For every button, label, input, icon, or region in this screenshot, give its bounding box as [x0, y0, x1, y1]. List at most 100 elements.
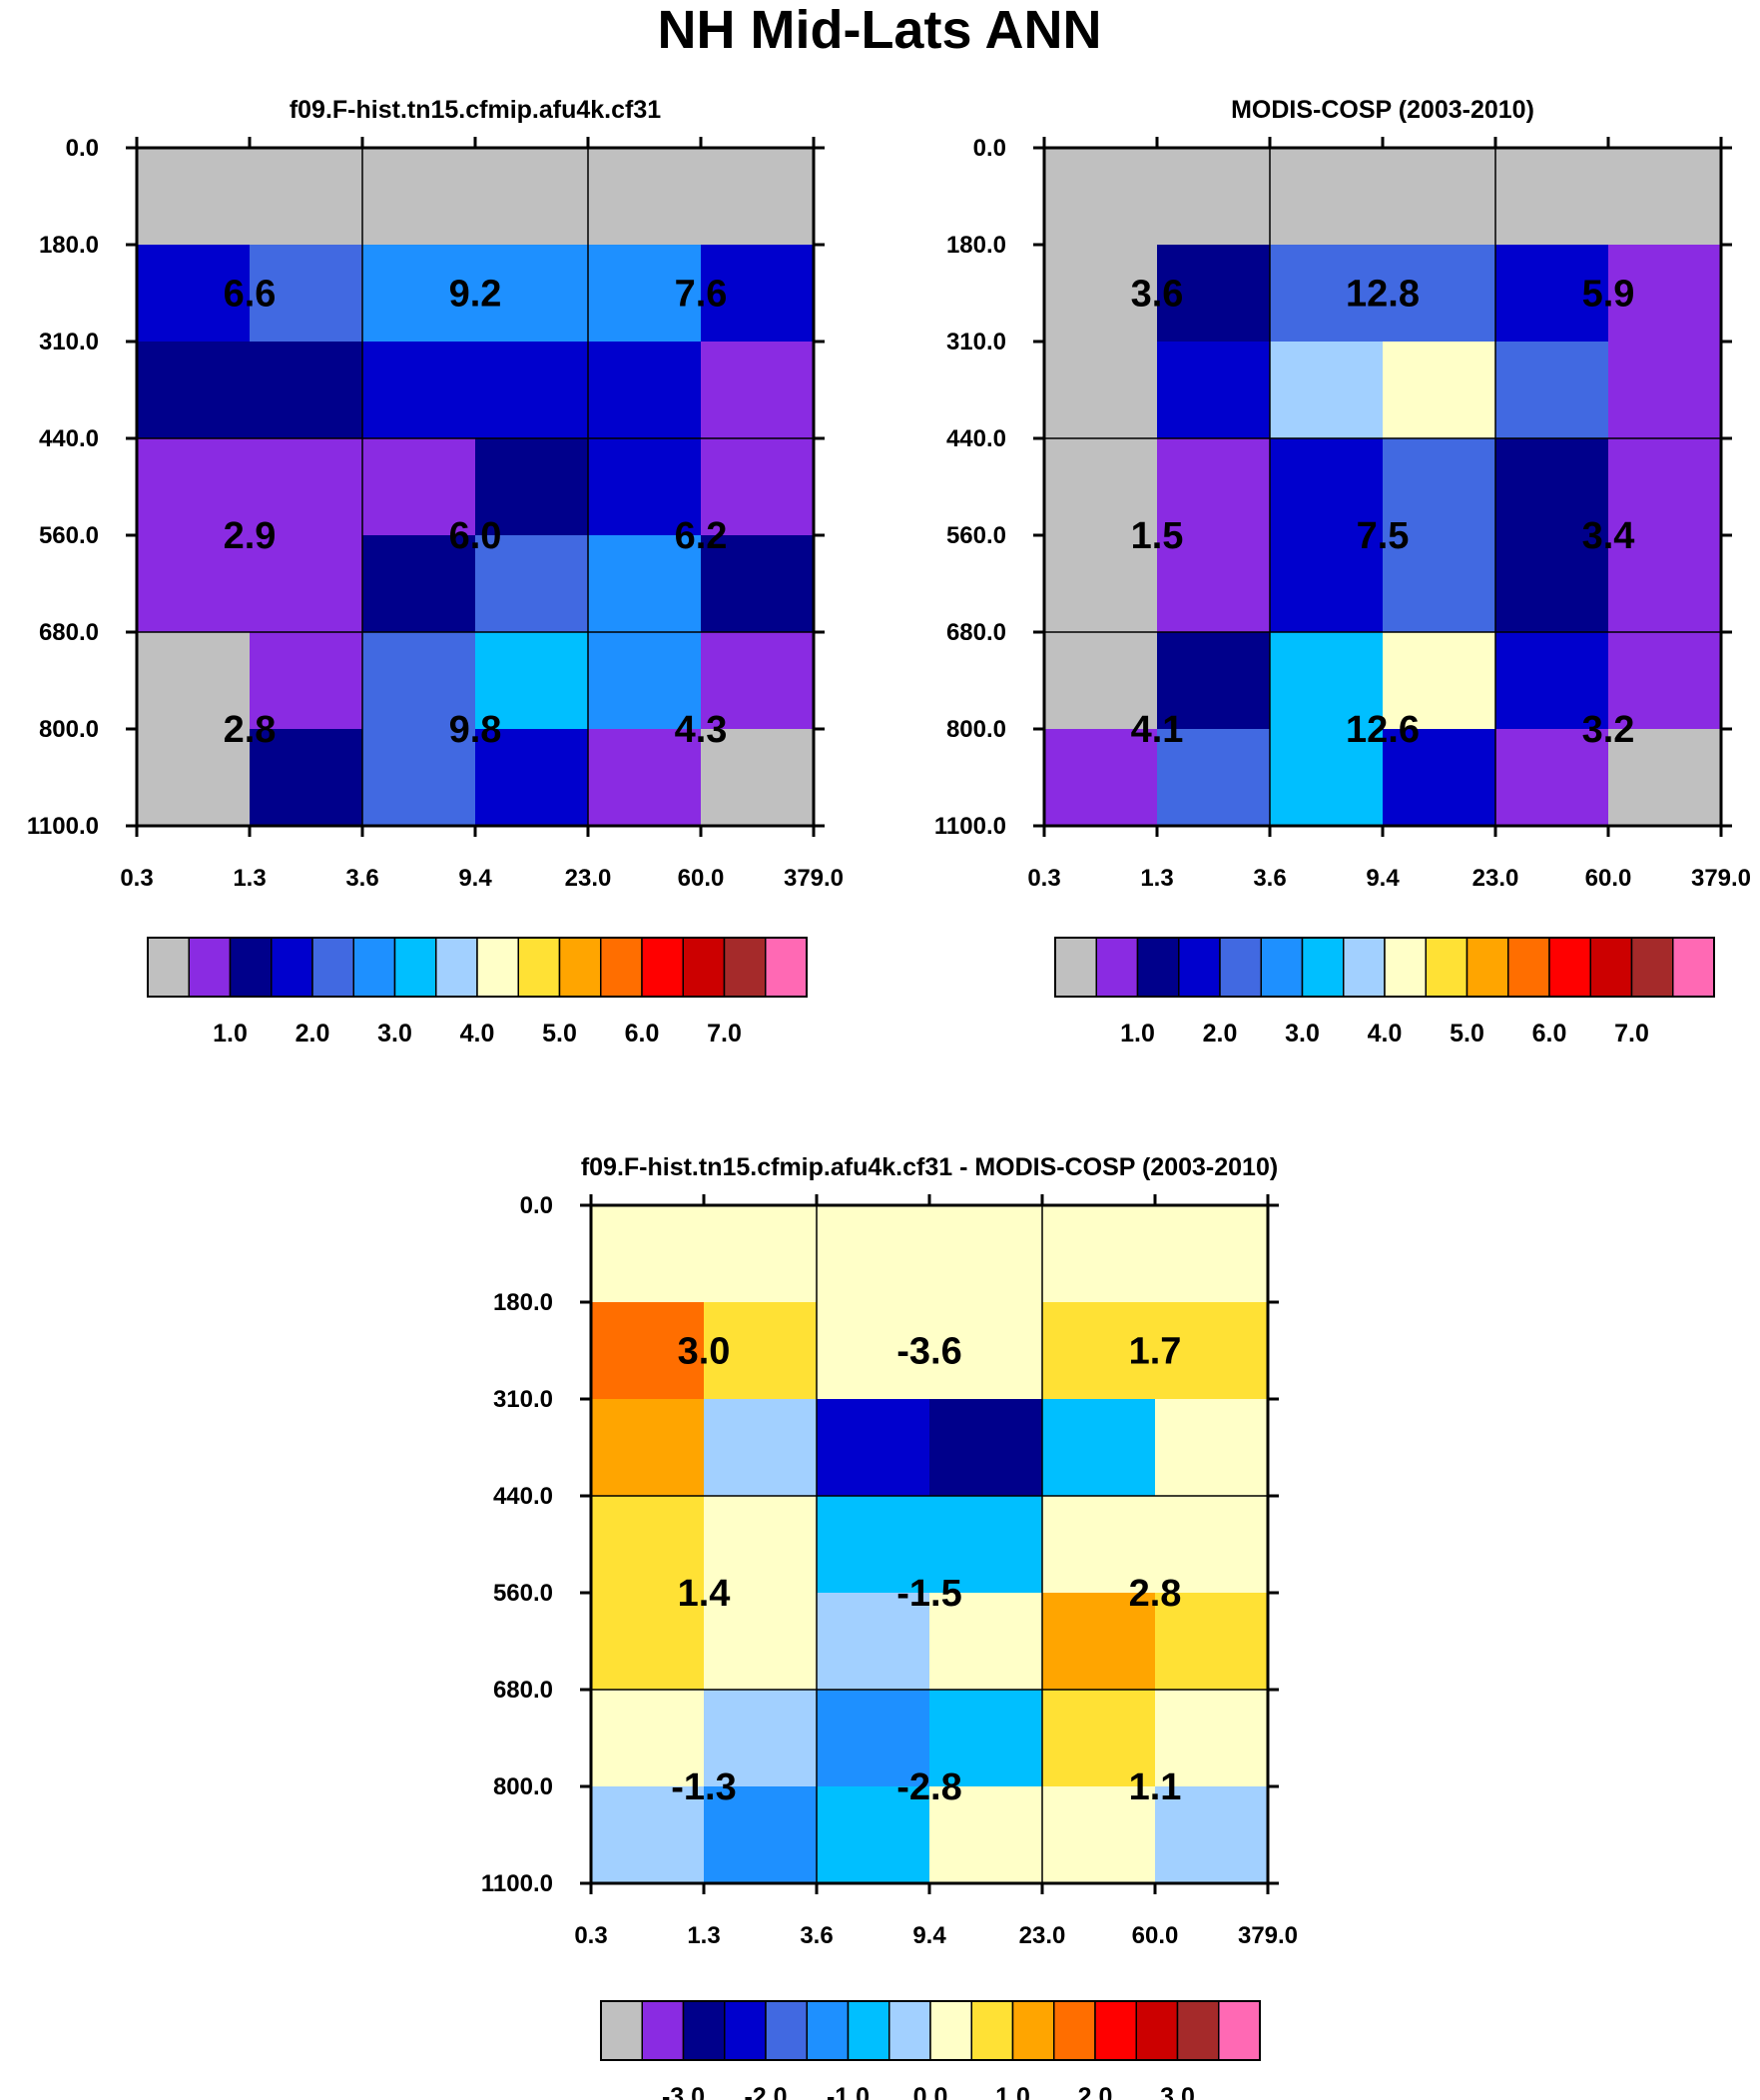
- heatmap-cell: [1157, 535, 1271, 633]
- heatmap-cell: [137, 438, 251, 536]
- heatmap-cell: [704, 1205, 818, 1303]
- xtick-label: 379.0: [1691, 865, 1751, 892]
- heatmap-cell: [250, 438, 363, 536]
- ytick-label: 560.0: [493, 1580, 553, 1607]
- heatmap-cell: [475, 438, 589, 536]
- heatmap-cell: [591, 1302, 705, 1400]
- panel-title: f09.F-hist.tn15.cfmip.afu4k.cf31 - MODIS…: [581, 1153, 1278, 1181]
- colorbar-swatch: [1178, 937, 1221, 998]
- xtick-label: 0.3: [1027, 865, 1060, 892]
- heatmap-cell: [701, 632, 815, 730]
- colorbar-swatch: [1589, 937, 1633, 998]
- heatmap-cell: [1383, 245, 1496, 343]
- xtick-label: 1.3: [233, 865, 266, 892]
- heatmap-cell: [1155, 1399, 1269, 1497]
- colorbar-swatch: [1301, 937, 1345, 998]
- xtick-label: 23.0: [1472, 865, 1519, 892]
- xtick-label: 9.4: [1366, 865, 1400, 892]
- colorbar-swatch: [1136, 937, 1180, 998]
- colorbar-swatch: [147, 937, 190, 998]
- heatmap-cell: [1042, 1593, 1156, 1691]
- xtick-label: 379.0: [784, 865, 844, 892]
- ytick-label: 310.0: [39, 329, 99, 355]
- colorbar-label: 4.0: [1368, 1020, 1403, 1048]
- heatmap-cell: [475, 148, 589, 246]
- heatmap-cell: [1042, 1399, 1156, 1497]
- block-value-label: 4.1: [1131, 709, 1184, 751]
- heatmap-cell: [1270, 729, 1384, 827]
- colorbar-swatch: [1384, 937, 1427, 998]
- ytick-label: 1100.0: [934, 813, 1006, 840]
- heatmap-cell: [362, 245, 476, 343]
- heatmap-cell: [250, 729, 363, 827]
- colorbar-swatch: [641, 2000, 685, 2061]
- heatmap-cell: [1155, 1496, 1269, 1594]
- heatmap-cell: [1042, 1302, 1156, 1400]
- colorbar-swatch: [1630, 937, 1674, 998]
- heatmap-cell: [1608, 438, 1722, 536]
- colorbar-label: 3.0: [377, 1020, 412, 1048]
- heatmap-cell: [817, 1205, 930, 1303]
- heatmap-cell: [701, 535, 815, 633]
- panel-2: MODIS-COSP (2003-2010) 0.0 180.0 310.0 440.0…: [934, 96, 1751, 1048]
- heatmap-cell: [1155, 1302, 1269, 1400]
- colorbar-swatch: [1094, 2000, 1137, 2061]
- block-value-label: 1.4: [678, 1573, 731, 1615]
- block-value-label: -3.6: [896, 1331, 961, 1373]
- heatmap-cell: [1044, 438, 1158, 536]
- heatmap-cell: [1157, 245, 1271, 343]
- heatmap-cell: [475, 729, 589, 827]
- heatmap-cell: [362, 535, 476, 633]
- heatmap-cell: [929, 1786, 1043, 1884]
- block-value-label: 6.0: [449, 515, 502, 557]
- heatmap-cell: [1042, 1690, 1156, 1787]
- ytick-label: 1100.0: [27, 813, 99, 840]
- xtick-label: 1.3: [687, 1922, 720, 1949]
- heatmap-cell: [817, 1399, 930, 1497]
- colorbar-swatch: [1218, 2000, 1261, 2061]
- block-value-label: 1.1: [1129, 1766, 1182, 1808]
- heatmap-cell: [137, 342, 251, 439]
- heatmap-cell: [704, 1496, 818, 1594]
- heatmap-cell: [817, 1302, 930, 1400]
- heatmap-cell: [588, 632, 702, 730]
- colorbar-label: 1.0: [213, 1020, 248, 1048]
- colorbar-swatch: [1176, 2000, 1220, 2061]
- colorbar-label: 5.0: [542, 1020, 577, 1048]
- colorbar-swatch: [435, 937, 478, 998]
- heatmap-cell: [137, 632, 251, 730]
- xtick-label: 60.0: [1132, 1922, 1179, 1949]
- ticks: [1033, 137, 1732, 837]
- colorbar-label: -2.0: [744, 2083, 787, 2100]
- heatmap-cell: [1608, 632, 1722, 730]
- heatmap-cell: [1608, 148, 1722, 246]
- colorbar-swatch: [517, 937, 561, 998]
- colorbar-swatch: [600, 2000, 643, 2061]
- heatmap-cell: [1383, 148, 1496, 246]
- heatmap-cell: [1270, 535, 1384, 633]
- heatmap-cell: [362, 438, 476, 536]
- heatmap-cell: [929, 1496, 1043, 1594]
- block-value-label: 12.8: [1346, 274, 1420, 316]
- heatmap-cell: [817, 1496, 930, 1594]
- colorbar-label: 2.0: [1203, 1020, 1238, 1048]
- block-value-label: 3.0: [678, 1331, 731, 1373]
- heatmap-cell: [1270, 632, 1384, 730]
- heatmap-cell: [475, 342, 589, 439]
- block-value-label: 4.3: [675, 709, 728, 751]
- colorbar-swatch: [1053, 2000, 1096, 2061]
- colorbar-label: -1.0: [827, 2083, 870, 2100]
- colorbar-swatch: [1011, 2000, 1055, 2061]
- heatmap-cell: [701, 342, 815, 439]
- heatmap-cell: [1155, 1690, 1269, 1787]
- heatmap-cell: [701, 245, 815, 343]
- heatmap-cell: [1044, 535, 1158, 633]
- heatmap-cell: [362, 632, 476, 730]
- heatmap-cell: [1608, 245, 1722, 343]
- xtick-label: 3.6: [1253, 865, 1286, 892]
- panel-1: f09.F-hist.tn15.cfmip.afu4k.cf31 0.0 180.0…: [27, 96, 844, 1048]
- ytick-label: 440.0: [493, 1483, 553, 1510]
- heatmap-cell: [1270, 148, 1384, 246]
- ytick-label: 800.0: [39, 716, 99, 743]
- heatmap-cell: [1495, 535, 1609, 633]
